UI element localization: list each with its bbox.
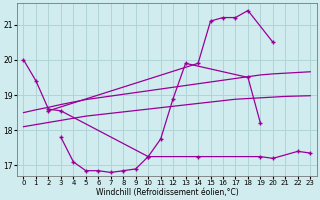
X-axis label: Windchill (Refroidissement éolien,°C): Windchill (Refroidissement éolien,°C) bbox=[96, 188, 238, 197]
